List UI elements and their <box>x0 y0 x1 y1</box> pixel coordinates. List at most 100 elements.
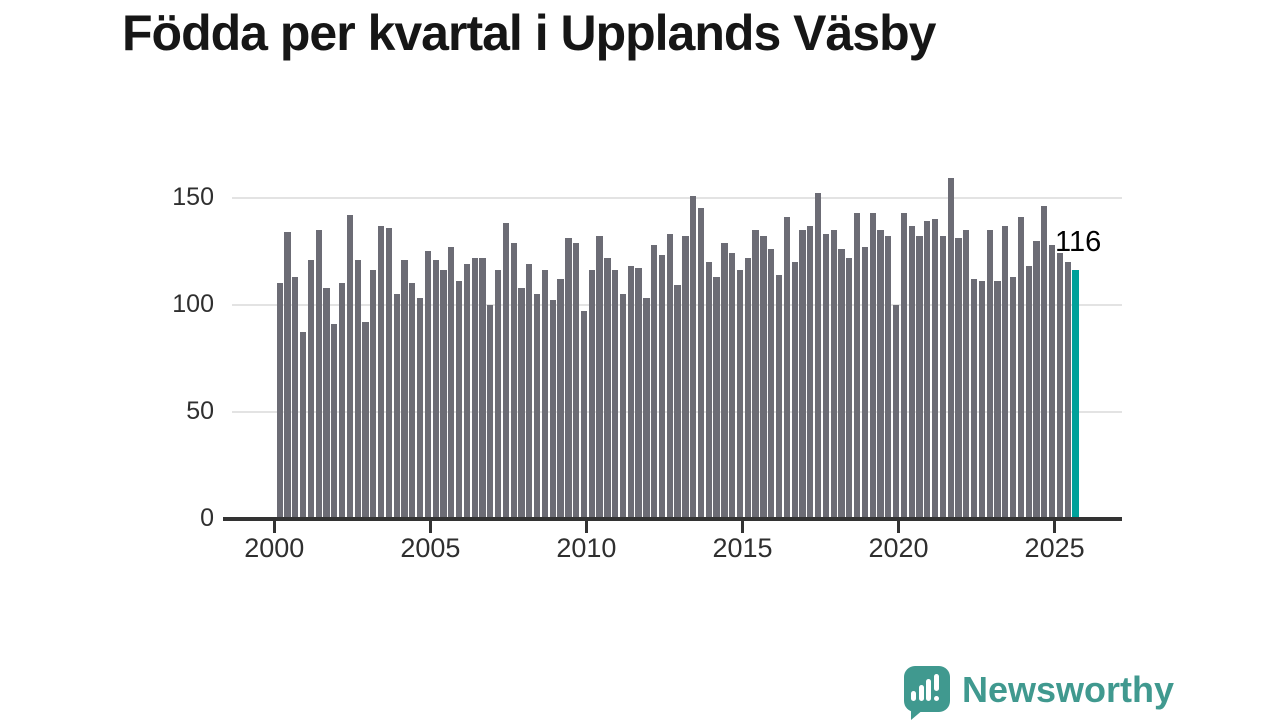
bar <box>463 264 471 519</box>
bar-highlighted-latest <box>1072 270 1079 519</box>
bar <box>619 293 627 519</box>
bar <box>573 242 580 519</box>
bar <box>799 229 806 519</box>
bar <box>970 279 978 519</box>
bar <box>385 227 393 519</box>
bar <box>370 270 377 519</box>
x-axis-label: 2010 <box>556 533 617 563</box>
bar <box>729 253 736 519</box>
bar <box>518 287 525 519</box>
bar <box>674 285 681 519</box>
x-axis-label: 2020 <box>868 533 929 563</box>
bar <box>978 281 986 519</box>
bar <box>346 214 354 519</box>
x-axis-tick <box>741 520 744 533</box>
gridline <box>232 196 1122 199</box>
bar <box>284 231 291 519</box>
logo-exclamation-icon <box>934 674 939 691</box>
bar <box>276 283 283 519</box>
bar <box>783 216 790 519</box>
bar <box>666 234 673 519</box>
bar <box>1049 244 1056 519</box>
bar <box>1056 253 1064 519</box>
bar <box>853 212 861 519</box>
bar <box>315 229 322 519</box>
bar <box>549 300 556 519</box>
bar <box>292 276 299 519</box>
bar <box>822 234 829 519</box>
bar <box>565 238 572 519</box>
bar <box>736 270 744 519</box>
bar <box>791 261 798 519</box>
bar <box>947 178 954 519</box>
bar <box>534 293 541 519</box>
bar <box>1025 266 1032 519</box>
speech-bubble-tail-icon <box>911 709 924 720</box>
y-axis-label: 50 <box>186 397 214 426</box>
y-axis-label: 150 <box>172 183 214 212</box>
bar <box>487 304 494 519</box>
bar <box>658 255 666 519</box>
bar <box>479 257 486 519</box>
x-axis-label: 2015 <box>712 533 773 563</box>
x-axis-tick <box>428 520 432 533</box>
bar <box>557 279 564 519</box>
bar <box>393 293 400 519</box>
chart-title: Födda per kvartal i Upplands Väsby <box>122 5 936 61</box>
y-axis-label: 100 <box>172 290 214 319</box>
bar <box>331 323 338 519</box>
bar <box>885 236 892 519</box>
bar <box>846 257 853 519</box>
x-axis-tick <box>897 520 900 533</box>
bar <box>900 212 908 519</box>
bar <box>494 270 502 519</box>
x-axis-tick <box>584 520 588 533</box>
bar-series <box>276 0 1123 519</box>
bar <box>705 261 712 519</box>
bar <box>502 223 510 519</box>
bar <box>892 304 900 519</box>
bar <box>604 257 611 519</box>
bar <box>627 266 634 519</box>
bar <box>432 259 439 519</box>
bar <box>580 311 588 519</box>
bar <box>924 221 931 519</box>
bar <box>362 321 369 519</box>
newsworthy-logo: Newsworthy <box>904 666 1204 720</box>
bar <box>752 229 759 519</box>
bar <box>635 268 642 519</box>
bar <box>838 249 845 519</box>
bar <box>955 238 962 519</box>
bar <box>721 242 728 519</box>
bar <box>1064 261 1071 519</box>
bar <box>775 274 783 519</box>
bar <box>1002 225 1009 519</box>
bar <box>643 298 650 519</box>
bar <box>682 236 689 519</box>
bar <box>939 236 947 519</box>
bar <box>916 236 923 519</box>
bar <box>409 283 416 519</box>
bar <box>338 283 346 519</box>
bar <box>744 257 751 519</box>
bar <box>768 249 775 519</box>
newsworthy-speech-bubble-chart-icon <box>904 666 950 712</box>
bar <box>1017 216 1025 519</box>
bar <box>1041 206 1048 519</box>
bar <box>931 219 939 519</box>
bar <box>697 208 705 519</box>
x-axis-line <box>223 517 1122 521</box>
bar <box>526 264 533 519</box>
bar <box>1033 240 1040 519</box>
bar <box>877 229 884 519</box>
logo-exclamation-dot-icon <box>934 695 939 701</box>
brand-name: Newsworthy <box>962 669 1175 710</box>
bar <box>869 212 876 519</box>
bar <box>596 236 603 519</box>
bar <box>713 276 720 519</box>
bar <box>760 236 767 519</box>
logo-bar-icon <box>911 691 916 701</box>
bar <box>424 251 432 519</box>
x-axis-tick <box>272 520 276 533</box>
